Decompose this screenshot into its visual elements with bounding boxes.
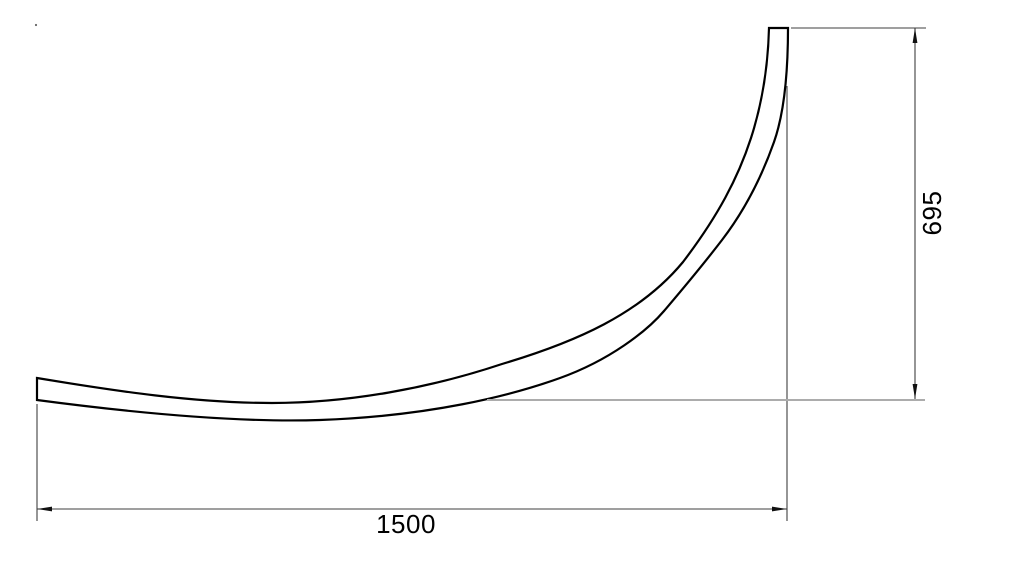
curved-profile-outline bbox=[35, 26, 790, 422]
width-dimension-label: 1500 bbox=[376, 509, 436, 539]
height-dimension-label: 695 bbox=[917, 191, 947, 236]
stray-mark-dot bbox=[34, 23, 38, 27]
arrowhead-width-left-icon bbox=[37, 506, 52, 512]
arrowhead-width-right-icon bbox=[772, 506, 787, 512]
arrowhead-height-bottom-icon bbox=[912, 384, 918, 399]
arrowhead-height-top-icon bbox=[912, 28, 918, 43]
